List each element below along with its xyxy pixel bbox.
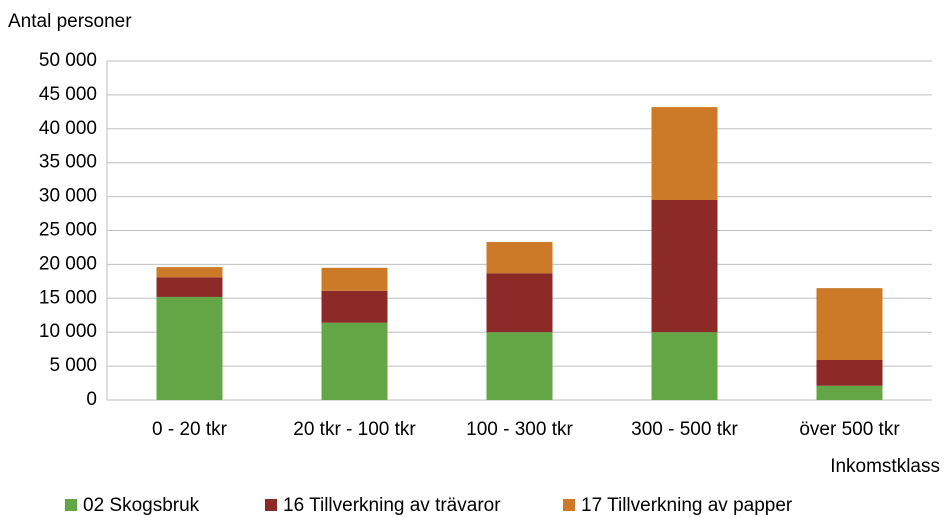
x-tick-label: 100 - 300 tkr — [466, 419, 573, 440]
y-axis-title: Antal personer — [8, 11, 132, 32]
bar-segment — [486, 242, 553, 274]
bar-segment — [156, 267, 223, 278]
y-tick-label: 35 000 — [39, 152, 97, 173]
y-tick-label: 10 000 — [39, 321, 97, 342]
legend-swatch — [265, 499, 277, 511]
x-tick-label: över 500 tkr — [799, 419, 900, 440]
legend-label: 16 Tillverkning av trävaror — [283, 495, 501, 516]
bar-segment — [651, 107, 718, 200]
bar-segment — [486, 273, 553, 333]
legend-label: 17 Tillverkning av papper — [581, 495, 793, 516]
y-tick-label: 20 000 — [39, 253, 97, 274]
x-tick-label: 20 tkr - 100 tkr — [293, 419, 416, 440]
y-tick-label: 25 000 — [39, 220, 97, 241]
y-tick-label: 50 000 — [39, 50, 97, 71]
bar-segment — [816, 359, 883, 386]
y-tick-label: 5 000 — [49, 355, 97, 376]
bar-segment — [321, 267, 388, 291]
x-axis-title: Inkomstklass — [830, 456, 940, 477]
y-tick-label: 45 000 — [39, 84, 97, 105]
x-tick-label: 300 - 500 tkr — [631, 419, 738, 440]
bar-segment — [816, 288, 883, 360]
bar-segment — [321, 322, 388, 400]
x-tick-label: 0 - 20 tkr — [152, 419, 228, 440]
bar-segment — [486, 332, 553, 400]
bar-segment — [651, 199, 718, 333]
bar-segment — [156, 296, 223, 400]
legend-label: 02 Skogsbruk — [83, 495, 200, 516]
y-tick-label: 0 — [86, 389, 97, 410]
legend-swatch — [563, 499, 575, 511]
bar-segment — [321, 290, 388, 323]
y-tick-label: 40 000 — [39, 118, 97, 139]
legend-swatch — [65, 499, 77, 511]
y-tick-label: 15 000 — [39, 287, 97, 308]
y-tick-label: 30 000 — [39, 186, 97, 207]
bar-segment — [651, 332, 718, 400]
bar-segment — [156, 277, 223, 297]
bar-segment — [816, 385, 883, 400]
